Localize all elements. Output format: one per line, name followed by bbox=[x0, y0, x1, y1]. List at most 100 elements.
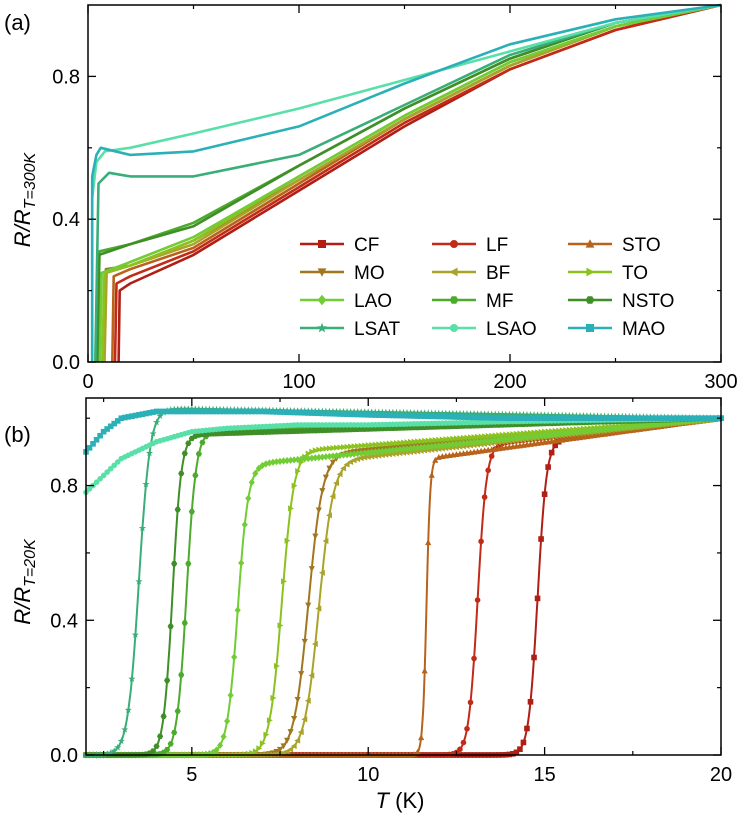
panel-b-point-sto bbox=[425, 539, 432, 546]
panel-b-ticks bbox=[86, 398, 722, 756]
legend-item-cf: CF bbox=[300, 235, 379, 256]
panel-b-point-lao bbox=[612, 424, 619, 433]
panel-b-point-to bbox=[326, 445, 333, 452]
legend-label: BF bbox=[486, 263, 510, 284]
panel-a-ytick-label: 0.8 bbox=[52, 66, 80, 88]
panel-b-point-to bbox=[496, 432, 503, 439]
panel-b-point-mao bbox=[654, 415, 661, 422]
panel-b-point-mao bbox=[132, 412, 139, 419]
panel-b-point-lao bbox=[269, 458, 277, 466]
panel-b-point-lsat bbox=[406, 409, 415, 416]
panel-b-point-mao bbox=[231, 408, 237, 415]
panel-b-point-to bbox=[450, 435, 457, 442]
legend-label: LF bbox=[486, 235, 508, 256]
panel-b-point-mao bbox=[506, 415, 513, 422]
panel-b-point-nsto bbox=[160, 713, 167, 719]
panel-b-point-lao bbox=[284, 456, 291, 465]
panel-b-point-cf bbox=[527, 699, 534, 705]
panel-b-point-lsat bbox=[452, 409, 461, 417]
panel-b-point-mao bbox=[640, 415, 647, 422]
panel-b-point-lsat bbox=[445, 409, 453, 417]
panel-b-point-lsat bbox=[121, 725, 129, 733]
panel-b-point-lsao bbox=[93, 479, 100, 485]
panel-b-point-lf bbox=[467, 699, 474, 706]
panel-a-curves bbox=[90, 3, 722, 363]
panel-b-point-mo bbox=[326, 465, 333, 472]
panel-b-point-lao bbox=[580, 427, 587, 436]
panel-b-point-lao bbox=[615, 424, 622, 432]
panel-b-point-lsat bbox=[124, 706, 132, 714]
panel-b-point-lsat bbox=[152, 418, 161, 426]
panel-b-point-to bbox=[309, 448, 316, 455]
panel-b-point-mao bbox=[598, 415, 604, 422]
panel-b-point-to bbox=[457, 435, 464, 442]
panel-b-curve-nsto bbox=[86, 417, 721, 756]
panel-b-point-lsat bbox=[456, 409, 464, 417]
panel-b-point-mf bbox=[181, 620, 188, 626]
panel-b-point-mf bbox=[171, 729, 178, 736]
panel-b-point-lsat bbox=[142, 480, 150, 488]
panel-b-point-lao bbox=[492, 436, 499, 444]
panel-b-point-nsto bbox=[185, 440, 192, 446]
panel-b-point-lao bbox=[216, 741, 224, 749]
panel-b-point-lao bbox=[276, 457, 284, 465]
panel-b-point-lao bbox=[456, 440, 464, 448]
panel-b-point-mf bbox=[164, 746, 171, 753]
panel-b-point-lao bbox=[509, 434, 516, 443]
panel-b-point-lsat bbox=[481, 410, 489, 418]
panel-b-point-lao bbox=[291, 456, 298, 464]
panel-b-point-to bbox=[284, 537, 291, 544]
panel-b-point-lao bbox=[513, 434, 520, 442]
panel-b-point-mao bbox=[644, 415, 650, 422]
panel-b-point-sto bbox=[421, 667, 428, 674]
panel-b-point-lf bbox=[481, 494, 488, 500]
panel-b-point-to bbox=[471, 434, 478, 441]
legend-marker-lao bbox=[317, 294, 327, 306]
panel-b-point-mao bbox=[464, 414, 470, 420]
panel-b-point-lao bbox=[622, 423, 629, 432]
panel-b-point-lsat bbox=[378, 408, 386, 416]
panel-b-point-bf bbox=[283, 748, 290, 755]
panel-b-point-bf bbox=[297, 729, 304, 736]
panel-b-point-mao bbox=[633, 415, 640, 422]
panel-b-point-mao bbox=[287, 409, 294, 416]
panel-b-point-lao bbox=[298, 455, 305, 463]
panel-b-point-to bbox=[429, 437, 436, 444]
panel-b-point-lsat bbox=[389, 408, 397, 416]
panel-b-point-to bbox=[288, 505, 294, 512]
panel-b-point-lao bbox=[555, 430, 562, 438]
panel-b-point-to bbox=[344, 443, 351, 450]
panel-b-point-lao bbox=[474, 438, 481, 446]
panel-b-point-lao bbox=[386, 446, 393, 455]
legend-marker-to bbox=[586, 267, 595, 277]
panel-b-point-mao bbox=[86, 445, 93, 451]
panel-b-point-lao bbox=[538, 432, 545, 440]
legend-marker-mf bbox=[449, 296, 459, 304]
panel-b-point-mo bbox=[294, 696, 301, 703]
panel-b-point-lsat bbox=[346, 407, 355, 415]
panel-b-point-lao bbox=[234, 606, 241, 614]
panel-b-point-mao bbox=[457, 414, 463, 420]
panel-b-point-mao bbox=[178, 408, 185, 415]
panel-b-point-lsat bbox=[509, 410, 517, 418]
panel-b-point-mao bbox=[485, 414, 491, 421]
panel-b-tick-labels: 5 10 15 20 0.0 0.4 0.8 bbox=[50, 476, 732, 786]
panel-b-point-mao bbox=[344, 411, 350, 417]
panel-b-point-mao bbox=[443, 413, 449, 420]
panel-b-point-lsat bbox=[498, 410, 506, 418]
panel-a-tick-labels: 0 100 200 300 0.0 0.4 0.8 bbox=[52, 66, 738, 393]
panel-b-point-mao bbox=[199, 408, 206, 415]
legend-marker-lsao bbox=[450, 324, 458, 332]
panel-b-point-lao bbox=[559, 430, 566, 438]
panel-b-point-lsat bbox=[438, 409, 446, 417]
panel-b-point-mao bbox=[284, 409, 290, 416]
panel-b-point-to bbox=[277, 622, 284, 629]
panel-b-point-to bbox=[418, 438, 425, 445]
panel-b-point-mao bbox=[150, 409, 156, 415]
panel-b-point-mao bbox=[552, 415, 558, 422]
panel-b-point-lao bbox=[460, 439, 467, 447]
legend-label: TO bbox=[622, 263, 648, 284]
panel-b-point-lf bbox=[474, 597, 481, 603]
panel-b-point-mao bbox=[164, 408, 170, 415]
panel-b-curves bbox=[82, 405, 725, 759]
